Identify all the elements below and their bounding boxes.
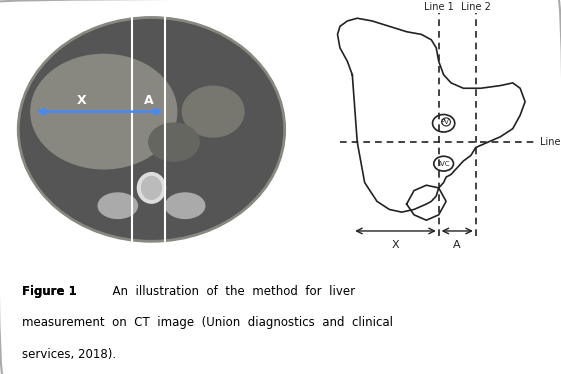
Ellipse shape — [98, 193, 137, 218]
Text: PV: PV — [440, 119, 449, 125]
Text: X: X — [76, 94, 86, 107]
Ellipse shape — [141, 177, 162, 199]
Text: Line 1: Line 1 — [424, 1, 454, 12]
Text: A: A — [144, 94, 154, 107]
Ellipse shape — [31, 54, 177, 169]
Text: IVC: IVC — [438, 161, 449, 167]
Ellipse shape — [165, 193, 205, 218]
Ellipse shape — [19, 18, 284, 241]
Text: An  illustration  of  the  method  for  liver: An illustration of the method for liver — [105, 285, 356, 298]
Text: Figure 1: Figure 1 — [22, 285, 77, 298]
Ellipse shape — [149, 123, 199, 161]
Text: Figure 1: Figure 1 — [22, 285, 77, 298]
Text: Line 3: Line 3 — [540, 137, 561, 147]
Text: services, 2018).: services, 2018). — [22, 348, 116, 361]
Ellipse shape — [182, 86, 244, 137]
Text: Line 2: Line 2 — [461, 1, 491, 12]
Ellipse shape — [137, 173, 165, 203]
Text: measurement  on  CT  image  (Union  diagnostics  and  clinical: measurement on CT image (Union diagnosti… — [22, 316, 393, 329]
Text: X: X — [392, 240, 399, 251]
Text: A: A — [453, 240, 461, 251]
